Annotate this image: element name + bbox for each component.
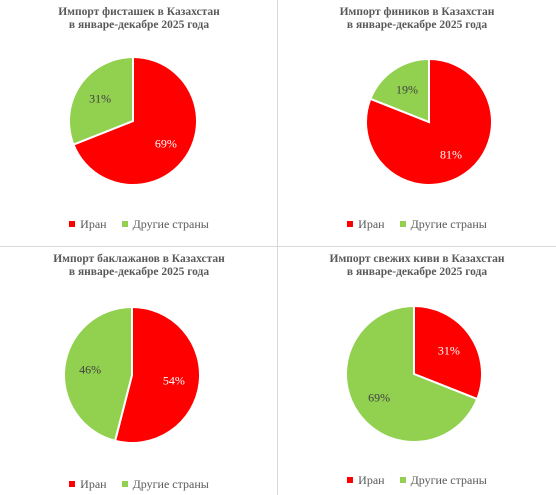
chart-title-line-1: Импорт баклажанов в Казахстан [53, 253, 225, 265]
chart-legend: Иран Другие страны [0, 477, 278, 492]
chart-panel-kiwi: Импорт свежих киви в Казахстан в январе-… [278, 247, 556, 494]
pie-slice-label-iran: 69% [155, 136, 177, 150]
chart-title: Импорт фиников в Казахстан в январе-дека… [278, 6, 556, 32]
legend-label-other: Другие страны [132, 217, 209, 231]
legend-label-other: Другие страны [410, 473, 487, 487]
pie-slice-label-other: 69% [368, 391, 390, 405]
legend-swatch-other [121, 221, 128, 228]
panel-divider-vertical [277, 0, 278, 495]
legend-item-iran: Иран [347, 473, 385, 488]
chart-legend: Иран Другие страны [278, 473, 556, 488]
legend-item-iran: Иран [69, 477, 107, 492]
legend-swatch-iran [347, 221, 354, 228]
chart-title-line-1: Импорт фиников в Казахстан [339, 6, 495, 18]
legend-item-other: Другие страны [399, 217, 487, 232]
legend-swatch-iran [69, 481, 76, 488]
pie-chart: 81% 19% [365, 57, 493, 186]
chart-title: Импорт баклажанов в Казахстан в январе-д… [0, 253, 278, 279]
chart-title-line-2: в январе-декабре 2025 года [346, 266, 488, 278]
legend-item-iran: Иран [347, 217, 385, 232]
pie-chart: 31% 69% [345, 304, 483, 443]
pie-slice-label-other: 46% [79, 363, 101, 377]
pie-slice-iran [413, 304, 483, 401]
pie-slice-other [68, 55, 134, 146]
chart-title-line-2: в январе-декабре 2025 года [68, 266, 210, 278]
legend-label-iran: Иран [358, 217, 385, 231]
legend-swatch-other [399, 221, 406, 228]
pie-slice-other [63, 305, 133, 443]
chart-panel-pistachios: Импорт фисташек в Казахстан в январе-дек… [0, 0, 278, 247]
pie-slice-other [369, 57, 430, 124]
legend-item-other: Другие страны [121, 477, 209, 492]
legend-label-iran: Иран [80, 477, 107, 491]
pie-slice-label-iran: 81% [440, 147, 462, 161]
legend-swatch-other [121, 481, 128, 488]
pie-chart: 54% 46% [63, 305, 201, 444]
pie-slice-iran [72, 55, 198, 186]
pie-slice-other [345, 304, 479, 443]
legend-label-iran: Иран [80, 217, 107, 231]
chart-title: Импорт фисташек в Казахстан в январе-дек… [0, 6, 278, 32]
chart-legend: Иран Другие страны [0, 217, 278, 232]
panel-divider-horizontal [0, 246, 556, 247]
pie-slice-iran [113, 305, 201, 444]
legend-swatch-iran [347, 477, 354, 484]
chart-legend: Иран Другие страны [278, 217, 556, 232]
chart-title: Импорт свежих киви в Казахстан в январе-… [278, 253, 556, 279]
chart-title-line-2: в январе-декабре 2025 года [346, 19, 488, 31]
chart-panel-dates: Импорт фиников в Казахстан в январе-дека… [278, 0, 556, 247]
pie-slice-label-other: 31% [89, 92, 111, 106]
legend-item-iran: Иран [69, 217, 107, 232]
pie-slice-label-iran: 31% [438, 343, 460, 357]
chart-title-line-1: Импорт свежих киви в Казахстан [329, 253, 505, 265]
chart-panel-eggplants: Импорт баклажанов в Казахстан в январе-д… [0, 247, 278, 494]
pie-slice-label-other: 19% [396, 83, 418, 97]
legend-item-other: Другие страны [121, 217, 209, 232]
pie-slice-label-iran: 54% [163, 373, 185, 387]
chart-title-line-2: в январе-декабре 2025 года [68, 19, 210, 31]
legend-label-iran: Иран [358, 473, 385, 487]
legend-swatch-other [399, 477, 406, 484]
legend-label-other: Другие страны [132, 477, 209, 491]
chart-title-line-1: Импорт фисташек в Казахстан [58, 6, 220, 18]
pie-chart: 69% 31% [68, 55, 198, 186]
legend-item-other: Другие страны [399, 473, 487, 488]
legend-swatch-iran [69, 221, 76, 228]
legend-label-other: Другие страны [410, 217, 487, 231]
